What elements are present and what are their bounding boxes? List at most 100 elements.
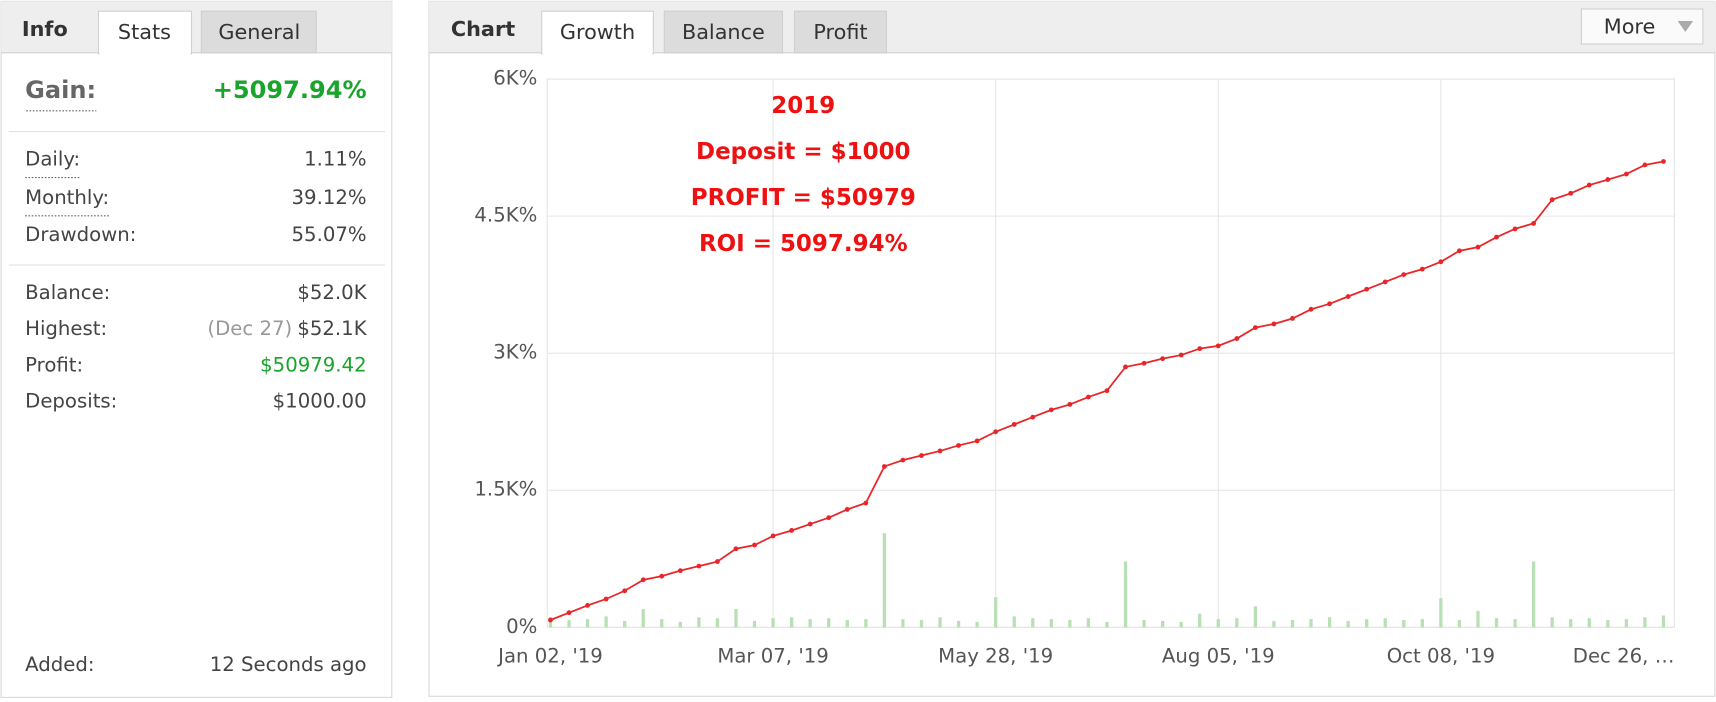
bar xyxy=(1272,620,1276,628)
x-tick-label: Dec 26, … xyxy=(1573,644,1675,667)
x-tick-label: May 28, '19 xyxy=(938,644,1053,667)
y-tick-label: 6K% xyxy=(493,67,537,90)
point xyxy=(696,563,702,569)
point xyxy=(1382,279,1388,285)
added-label: Added: xyxy=(25,653,94,676)
bar xyxy=(1346,620,1350,628)
point xyxy=(1401,272,1407,278)
point xyxy=(881,464,887,469)
point xyxy=(1067,401,1073,407)
tab[interactable] xyxy=(200,10,317,54)
bar xyxy=(919,620,924,628)
point xyxy=(1252,325,1258,331)
stat-value: $1000.00 xyxy=(273,389,367,412)
point xyxy=(1475,244,1481,250)
bar xyxy=(1068,620,1072,628)
bar xyxy=(752,620,757,628)
bar xyxy=(1383,618,1387,628)
x-tick-label: Oct 08, '19 xyxy=(1387,644,1495,667)
point xyxy=(993,429,999,435)
point xyxy=(956,443,961,448)
stat-value: $52.1K xyxy=(297,317,367,340)
point xyxy=(566,610,572,616)
point xyxy=(1308,306,1314,312)
bar xyxy=(1105,621,1109,628)
tab-label[interactable]: Profit xyxy=(813,20,867,44)
point xyxy=(1512,226,1518,232)
tab-label[interactable]: General xyxy=(218,20,300,44)
point xyxy=(1568,190,1574,196)
bar xyxy=(845,620,849,628)
bar xyxy=(604,616,608,628)
chart-panel-title: Chart xyxy=(451,17,515,41)
point xyxy=(1327,301,1332,307)
point xyxy=(919,453,924,458)
point xyxy=(1048,407,1054,413)
annotation: Deposit = $1000 xyxy=(696,139,911,165)
point xyxy=(1271,321,1277,327)
bar xyxy=(1031,618,1035,628)
stat-value: 1.11% xyxy=(304,148,367,171)
bar xyxy=(1216,619,1220,628)
bar xyxy=(1587,618,1591,628)
bar xyxy=(697,617,701,628)
bar xyxy=(1439,598,1443,628)
bar xyxy=(1123,561,1128,628)
point xyxy=(1605,177,1611,182)
point xyxy=(826,515,832,521)
x-tick-label: Mar 07, '19 xyxy=(717,644,828,667)
gain-label: Gain: xyxy=(25,76,96,104)
bar xyxy=(734,609,738,628)
x-tick-label: Aug 05, '19 xyxy=(1162,644,1275,667)
tab-label[interactable]: Growth xyxy=(560,20,635,44)
point xyxy=(1623,171,1629,177)
point xyxy=(844,507,850,512)
point xyxy=(1586,182,1592,188)
point xyxy=(974,438,980,444)
point xyxy=(1457,248,1462,254)
bar xyxy=(994,597,998,628)
stat-value: $50979.42 xyxy=(260,353,366,376)
bar xyxy=(1643,617,1647,628)
bar xyxy=(660,619,664,628)
tab-label[interactable]: Stats xyxy=(118,20,171,44)
stat-value: 39.12% xyxy=(292,186,367,209)
bar xyxy=(1179,621,1183,628)
more-label[interactable]: More xyxy=(1604,15,1656,39)
point xyxy=(1438,259,1444,265)
point xyxy=(585,602,590,608)
bar xyxy=(1142,620,1146,628)
point xyxy=(622,588,628,594)
point xyxy=(1234,336,1240,341)
annotation: ROI = 5097.94% xyxy=(699,231,908,257)
stat-label: Highest: xyxy=(25,317,107,340)
bar xyxy=(1198,613,1202,628)
tab[interactable] xyxy=(663,10,784,54)
point xyxy=(659,573,665,579)
tab-label[interactable]: Balance xyxy=(682,20,765,44)
added-value: 12 Seconds ago xyxy=(210,653,367,676)
point xyxy=(1215,343,1221,349)
bar xyxy=(1661,615,1666,628)
tab[interactable] xyxy=(541,10,654,55)
bar xyxy=(901,619,905,628)
point xyxy=(603,596,609,602)
annotation: PROFIT = $50979 xyxy=(691,185,916,211)
point xyxy=(752,542,757,548)
bar xyxy=(1049,619,1053,628)
tab[interactable] xyxy=(793,10,888,54)
point xyxy=(1086,394,1091,400)
plot: 0% 1.5K% 3K% 4.5K% 6K% Jan 02, '19 Mar 07, '19… xyxy=(474,67,1675,667)
bar xyxy=(1365,619,1369,628)
bar xyxy=(938,617,942,628)
stat-label: Deposits: xyxy=(25,389,117,412)
bar xyxy=(1235,618,1239,628)
point xyxy=(1661,159,1666,164)
bar xyxy=(1606,620,1610,628)
point xyxy=(1290,316,1295,321)
tab[interactable] xyxy=(97,10,193,55)
bar xyxy=(1086,618,1091,628)
point xyxy=(1531,221,1537,226)
